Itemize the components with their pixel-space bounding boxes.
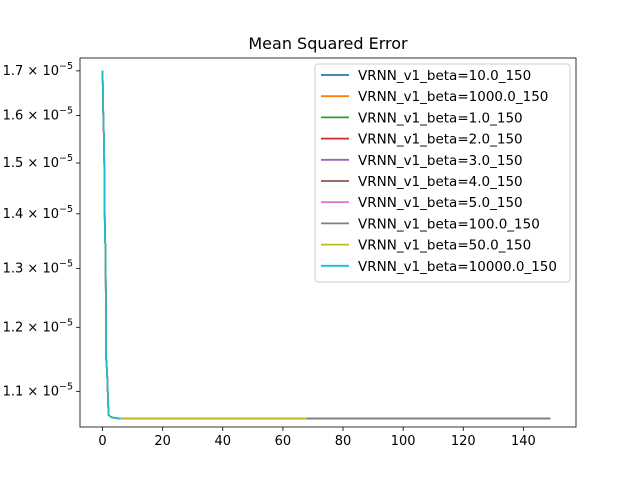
legend-label: VRNN_v1_beta=100.0_150 — [358, 216, 540, 232]
series-line — [101, 70, 121, 420]
legend-label: VRNN_v1_beta=10.0_150 — [358, 68, 531, 84]
x-tick-label: 20 — [154, 434, 171, 449]
x-axis: 0 20 40 60 80 100 120 140 — [98, 427, 536, 449]
legend: VRNN_v1_beta=10.0_150 VRNN_v1_beta=1000.0… — [314, 63, 571, 283]
chart-title: Mean Squared Error — [248, 34, 408, 53]
legend-label: VRNN_v1_beta=4.0_150 — [358, 174, 523, 190]
legend-label: VRNN_v1_beta=5.0_150 — [358, 195, 523, 211]
x-tick-label: 60 — [275, 434, 292, 449]
y-tick-label: 1.5 × 10−5 — [3, 153, 73, 171]
x-tick-label: 140 — [511, 434, 536, 449]
legend-label: VRNN_v1_beta=50.0_150 — [358, 238, 531, 254]
plot-lines — [101, 70, 551, 420]
y-tick-label: 1.1 × 10−5 — [3, 381, 73, 399]
x-tick-label: 80 — [335, 434, 352, 449]
y-tick-label: 1.2 × 10−5 — [3, 317, 73, 335]
x-tick-label: 120 — [451, 434, 476, 449]
y-tick-label: 1.4 × 10−5 — [3, 204, 73, 222]
legend-label: VRNN_v1_beta=3.0_150 — [358, 153, 523, 169]
y-tick-label: 1.7 × 10−5 — [3, 61, 73, 79]
plot-frame — [79, 57, 577, 428]
x-tick-label: 40 — [215, 434, 232, 449]
legend-box — [314, 63, 571, 283]
y-tick-label: 1.6 × 10−5 — [3, 106, 73, 124]
legend-label: VRNN_v1_beta=1.0_150 — [358, 110, 523, 126]
legend-label: VRNN_v1_beta=1000.0_150 — [358, 89, 548, 105]
x-tick-label: 0 — [98, 434, 106, 449]
x-tick-label: 100 — [391, 434, 416, 449]
y-tick-label: 1.3 × 10−5 — [3, 258, 73, 276]
legend-label: VRNN_v1_beta=2.0_150 — [358, 132, 523, 148]
y-axis: 1.1 × 10−5 1.2 × 10−5 1.3 × 10−5 1.4 × 10−5… — [3, 61, 80, 399]
legend-label: VRNN_v1_beta=10000.0_150 — [358, 259, 557, 275]
